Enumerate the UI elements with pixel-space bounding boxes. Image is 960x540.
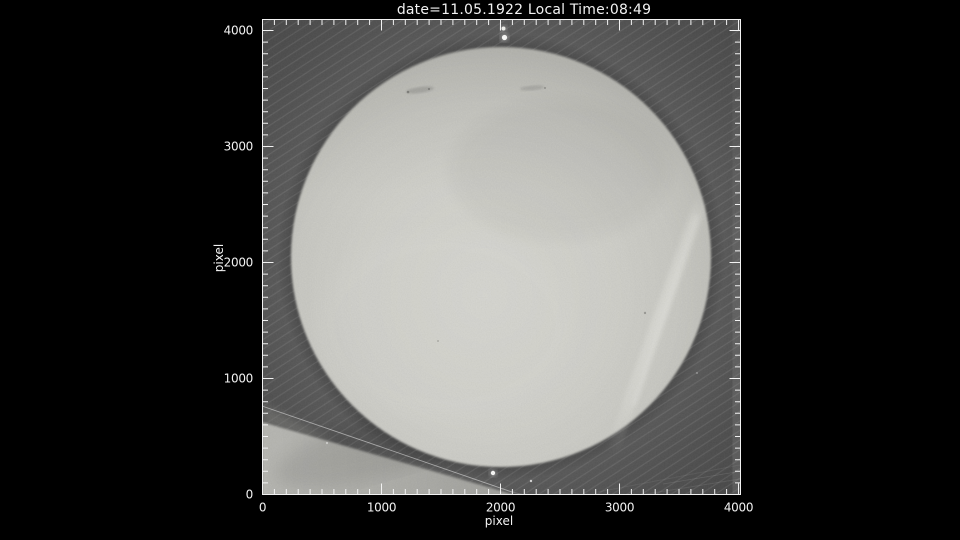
plot-image-area <box>262 19 741 495</box>
x-axis-tick-labels: 0 1000 2000 3000 4000 <box>259 501 754 515</box>
x-tick-label: 0 <box>259 501 266 515</box>
film-grain-dark <box>262 19 741 495</box>
y-axis-label: pixel <box>212 244 226 272</box>
y-tick-label: 3000 <box>224 140 253 154</box>
tick-marks <box>262 19 741 495</box>
x-tick-label: 1000 <box>367 501 396 515</box>
y-tick-label: 0 <box>246 488 253 502</box>
x-tick-label: 2000 <box>486 501 515 515</box>
x-tick-label: 4000 <box>724 501 753 515</box>
y-tick-label: 2000 <box>224 256 253 270</box>
y-tick-label: 4000 <box>224 24 253 38</box>
y-tick-label: 1000 <box>224 372 253 386</box>
x-axis-label: pixel <box>485 514 513 528</box>
plot-frame <box>262 19 741 495</box>
x-tick-label: 3000 <box>605 501 634 515</box>
chart-title: date=11.05.1922 Local Time:08:49 <box>397 2 651 18</box>
y-axis-tick-labels: 0 1000 2000 3000 4000 <box>224 24 254 502</box>
